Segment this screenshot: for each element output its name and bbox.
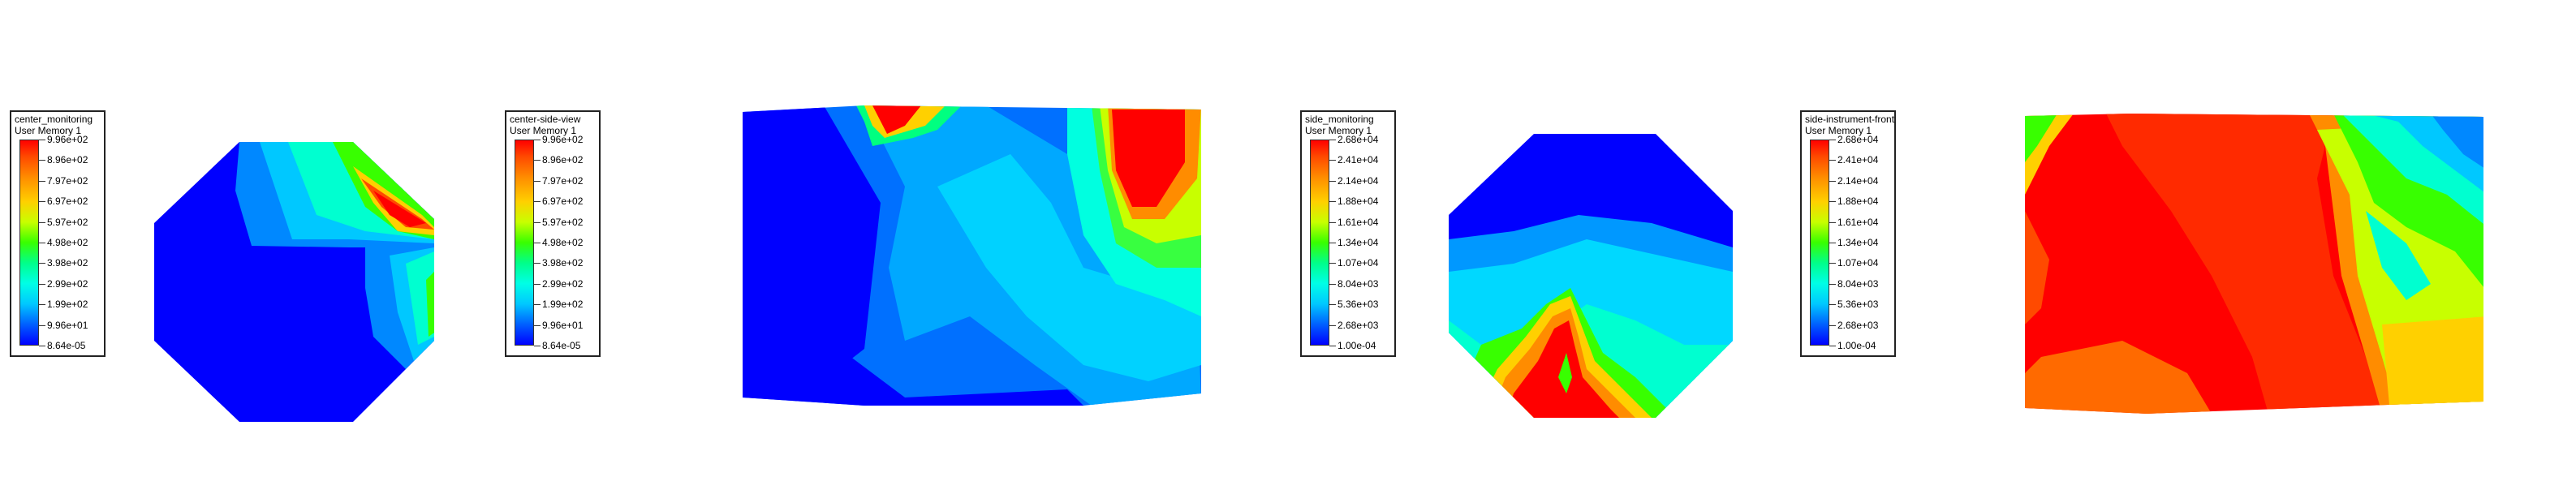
legend-center-side-view: center-side-view User Memory 1 9.96e+02 8… bbox=[505, 110, 601, 357]
colorbar-tick-label: 9.96e+01 bbox=[542, 319, 584, 331]
colorbar-tick-label: 7.97e+02 bbox=[542, 174, 584, 187]
colorbar-tick-label: 1.07e+04 bbox=[1837, 257, 1879, 269]
colorbar-tick bbox=[39, 201, 45, 203]
colorbar-tick-label: 1.00e-04 bbox=[1338, 340, 1376, 351]
colorbar-tick-label: 1.00e-04 bbox=[1837, 340, 1876, 351]
colorbar-tick-label: 9.96e+02 bbox=[47, 134, 88, 145]
colorbar-tick-label: 3.98e+02 bbox=[542, 257, 584, 269]
colorbar-tick-label: 2.41e+04 bbox=[1338, 154, 1379, 166]
colorbar-tick-label: 8.64e-05 bbox=[47, 340, 86, 351]
colorbar-tick-label: 1.88e+04 bbox=[1837, 196, 1879, 208]
colorbar-tick bbox=[1329, 324, 1336, 326]
colorbar-tick-label: 2.68e+03 bbox=[1338, 319, 1379, 331]
colorbar-tick bbox=[1829, 263, 1836, 264]
colorbar-tick-label: 6.97e+02 bbox=[542, 196, 584, 208]
colorbar-tick bbox=[1829, 221, 1836, 223]
colorbar-tick bbox=[534, 160, 541, 161]
colorbar-tick-label: 9.96e+01 bbox=[47, 319, 88, 331]
colorbar-tick-label: 1.61e+04 bbox=[1837, 216, 1879, 228]
colorbar bbox=[1810, 140, 1829, 346]
colorbar-tick-label: 1.61e+04 bbox=[1338, 216, 1379, 228]
colorbar-tick bbox=[534, 324, 541, 326]
colorbar-tick-label: 1.34e+04 bbox=[1338, 237, 1379, 248]
contour-plot-center-side-view bbox=[743, 105, 1201, 406]
legend-title: center-side-view bbox=[510, 114, 581, 125]
colorbar-tick-label: 2.99e+02 bbox=[47, 277, 88, 290]
legend-side-monitoring: side_monitoring User Memory 1 2.68e+04 2.… bbox=[1300, 110, 1396, 357]
legend-subtitle: User Memory 1 bbox=[1305, 125, 1372, 136]
colorbar-tick bbox=[39, 160, 45, 161]
colorbar-tick bbox=[1829, 324, 1836, 326]
colorbar-tick bbox=[534, 221, 541, 223]
colorbar-tick bbox=[1329, 304, 1336, 306]
colorbar-tick-label: 3.98e+02 bbox=[47, 257, 88, 269]
colorbar-tick bbox=[1829, 180, 1836, 182]
colorbar-tick-label: 4.98e+02 bbox=[47, 237, 88, 248]
colorbar-tick-label: 1.99e+02 bbox=[542, 299, 584, 311]
colorbar-tick bbox=[1829, 201, 1836, 203]
legend-subtitle: User Memory 1 bbox=[1805, 125, 1872, 136]
legend-subtitle: User Memory 1 bbox=[15, 125, 82, 136]
contour-plot-side-instrument-front bbox=[2025, 114, 2483, 414]
colorbar-tick-label: 8.96e+02 bbox=[47, 154, 88, 166]
colorbar-tick-label: 2.99e+02 bbox=[542, 277, 584, 290]
colorbar bbox=[1310, 140, 1329, 346]
colorbar-tick-label: 1.07e+04 bbox=[1338, 257, 1379, 269]
colorbar-tick-label: 2.41e+04 bbox=[1837, 154, 1879, 166]
colorbar-tick-label: 5.36e+03 bbox=[1338, 299, 1379, 311]
colorbar-tick bbox=[39, 180, 45, 182]
colorbar-tick-label: 7.97e+02 bbox=[47, 174, 88, 187]
colorbar-tick-label: 9.96e+02 bbox=[542, 134, 584, 145]
colorbar-tick bbox=[534, 283, 541, 285]
colorbar-tick bbox=[1829, 304, 1836, 306]
colorbar-tick bbox=[39, 283, 45, 285]
colorbar-tick-label: 8.04e+03 bbox=[1837, 277, 1879, 290]
legend-title: side-instrument-front bbox=[1805, 114, 1895, 125]
colorbar-tick bbox=[1329, 180, 1336, 182]
legend-title: center_monitoring bbox=[15, 114, 93, 125]
colorbar-tick-label: 2.14e+04 bbox=[1837, 174, 1879, 187]
legend-subtitle: User Memory 1 bbox=[510, 125, 577, 136]
colorbar-tick-label: 5.36e+03 bbox=[1837, 299, 1879, 311]
colorbar-tick-label: 8.96e+02 bbox=[542, 154, 584, 166]
colorbar-tick-label: 8.64e-05 bbox=[542, 340, 581, 351]
colorbar bbox=[515, 140, 534, 346]
colorbar-tick bbox=[1329, 263, 1336, 264]
colorbar-tick bbox=[534, 263, 541, 264]
legend-title: side_monitoring bbox=[1305, 114, 1374, 125]
colorbar-tick-label: 2.68e+04 bbox=[1338, 134, 1379, 145]
colorbar-tick bbox=[1329, 160, 1336, 161]
colorbar-tick bbox=[39, 324, 45, 326]
colorbar-tick bbox=[39, 304, 45, 306]
colorbar-tick bbox=[534, 304, 541, 306]
colorbar-tick-label: 5.97e+02 bbox=[47, 216, 88, 228]
colorbar-tick bbox=[39, 263, 45, 264]
colorbar-tick-label: 2.14e+04 bbox=[1338, 174, 1379, 187]
colorbar-tick-label: 2.68e+03 bbox=[1837, 319, 1879, 331]
colorbar-tick-label: 1.99e+02 bbox=[47, 299, 88, 311]
colorbar-tick bbox=[1329, 283, 1336, 285]
colorbar-tick bbox=[1329, 221, 1336, 223]
colorbar-tick-label: 4.98e+02 bbox=[542, 237, 584, 248]
contour-plot-side-monitoring bbox=[1449, 134, 1733, 418]
colorbar-tick-label: 1.34e+04 bbox=[1837, 237, 1879, 248]
colorbar-tick bbox=[534, 201, 541, 203]
legend-center-monitoring: center_monitoring User Memory 1 9.96e+02… bbox=[10, 110, 106, 357]
colorbar-tick bbox=[1829, 283, 1836, 285]
colorbar-tick bbox=[534, 180, 541, 182]
legend-side-instrument-front: side-instrument-front User Memory 1 2.68… bbox=[1800, 110, 1896, 357]
colorbar-tick bbox=[39, 221, 45, 223]
colorbar-tick-label: 2.68e+04 bbox=[1837, 134, 1879, 145]
colorbar-tick-label: 1.88e+04 bbox=[1338, 196, 1379, 208]
colorbar-tick-label: 8.04e+03 bbox=[1338, 277, 1379, 290]
colorbar-tick-label: 5.97e+02 bbox=[542, 216, 584, 228]
contour-plot-center-monitoring bbox=[154, 142, 434, 422]
colorbar-tick-label: 6.97e+02 bbox=[47, 196, 88, 208]
colorbar-tick bbox=[1829, 160, 1836, 161]
colorbar bbox=[19, 140, 39, 346]
colorbar-tick bbox=[1329, 201, 1336, 203]
